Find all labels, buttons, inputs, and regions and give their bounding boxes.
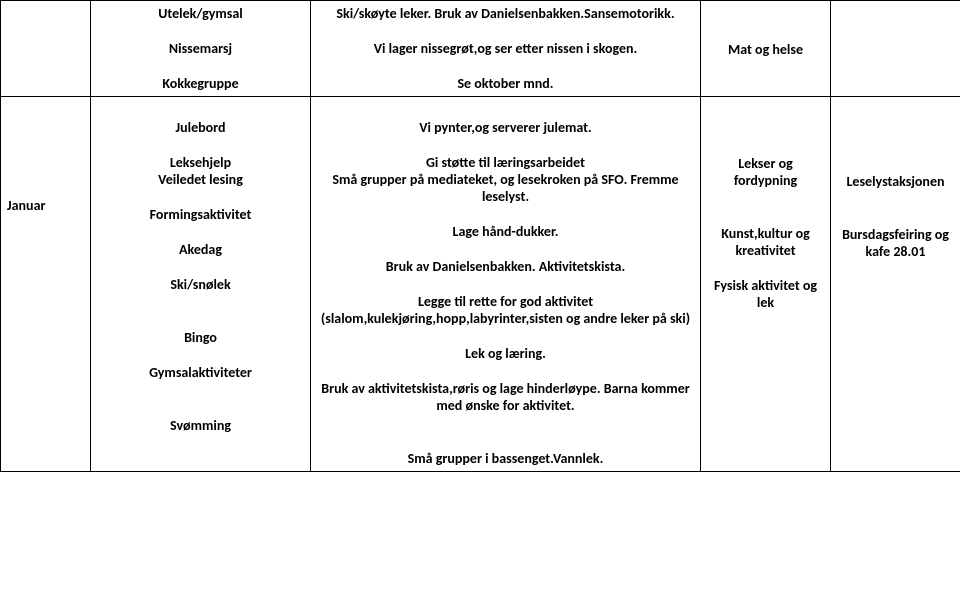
spacer bbox=[97, 346, 304, 364]
activity-text: Utelek/gymsal bbox=[97, 5, 304, 22]
spacer bbox=[707, 189, 824, 207]
cell-month bbox=[1, 1, 91, 97]
spacer bbox=[97, 223, 304, 241]
desc-text: Ski/skøyte leker. Bruk av Danielsenbakke… bbox=[317, 5, 694, 22]
spacer bbox=[97, 381, 304, 399]
cell-activity: Julebord Leksehjelp Veiledet lesing Form… bbox=[91, 97, 311, 472]
desc-text: Gi støtte til læringsarbeidet bbox=[317, 154, 694, 171]
desc-text: Bruk av aktivitetskista,røris og lage hi… bbox=[317, 380, 694, 414]
spacer bbox=[837, 208, 954, 226]
desc-text: Lage hånd-dukker. bbox=[317, 223, 694, 240]
spacer bbox=[317, 136, 694, 154]
cell-description: Ski/skøyte leker. Bruk av Danielsenbakke… bbox=[311, 1, 701, 97]
desc-text: Små grupper i bassenget.Vannlek. bbox=[317, 450, 694, 467]
note-text: Leselystaksjonen bbox=[837, 173, 954, 190]
cell-description: Vi pynter,og serverer julemat. Gi støtte… bbox=[311, 97, 701, 472]
spacer bbox=[97, 258, 304, 276]
spacer bbox=[707, 137, 824, 155]
activity-text: Gymsalaktiviteter bbox=[97, 364, 304, 381]
spacer bbox=[317, 101, 694, 119]
spacer bbox=[97, 311, 304, 329]
desc-text: Små grupper på mediateket, og lesekroken… bbox=[317, 171, 694, 205]
activity-text: Ski/snølek bbox=[97, 276, 304, 293]
table-row: Utelek/gymsal Nissemarsj Kokkegruppe Ski… bbox=[1, 1, 960, 97]
spacer bbox=[317, 432, 694, 450]
activity-text: Kokkegruppe bbox=[97, 75, 304, 92]
desc-text: Vi lager nissegrøt,og ser etter nissen i… bbox=[317, 40, 694, 57]
spacer bbox=[97, 188, 304, 206]
cell-activity: Utelek/gymsal Nissemarsj Kokkegruppe bbox=[91, 1, 311, 97]
category-text: Fysisk aktivitet og lek bbox=[707, 277, 824, 311]
spacer bbox=[317, 22, 694, 40]
spacer bbox=[317, 327, 694, 345]
spacer bbox=[97, 22, 304, 40]
cell-category: Mat og helse bbox=[701, 1, 831, 97]
desc-text: Vi pynter,og serverer julemat. bbox=[317, 119, 694, 136]
schedule-table: Utelek/gymsal Nissemarsj Kokkegruppe Ski… bbox=[0, 0, 960, 472]
activity-text: Akedag bbox=[97, 241, 304, 258]
spacer bbox=[837, 137, 954, 155]
table-row: Januar Julebord Leksehjelp Veiledet lesi… bbox=[1, 97, 960, 472]
activity-text: Svømming bbox=[97, 417, 304, 434]
category-text: Mat og helse bbox=[707, 41, 824, 58]
spacer bbox=[97, 136, 304, 154]
spacer bbox=[707, 23, 824, 41]
spacer bbox=[317, 275, 694, 293]
spacer bbox=[317, 240, 694, 258]
desc-text: Legge til rette for god aktivitet (slalo… bbox=[317, 293, 694, 327]
spacer bbox=[707, 207, 824, 225]
spacer bbox=[317, 57, 694, 75]
cell-note: Leselystaksjonen Bursdagsfeiring og kafe… bbox=[831, 97, 960, 472]
spacer bbox=[837, 190, 954, 208]
spacer bbox=[317, 414, 694, 432]
cell-note bbox=[831, 1, 960, 97]
spacer bbox=[837, 101, 954, 119]
desc-text: Bruk av Danielsenbakken. Aktivitetskista… bbox=[317, 258, 694, 275]
spacer bbox=[837, 155, 954, 173]
spacer bbox=[707, 259, 824, 277]
desc-text: Se oktober mnd. bbox=[317, 75, 694, 92]
cell-category: Lekser og fordypning Kunst,kultur og kre… bbox=[701, 97, 831, 472]
desc-text: Lek og læring. bbox=[317, 345, 694, 362]
spacer bbox=[707, 119, 824, 137]
spacer bbox=[317, 362, 694, 380]
spacer bbox=[707, 101, 824, 119]
spacer bbox=[837, 119, 954, 137]
activity-text: Nissemarsj bbox=[97, 40, 304, 57]
category-text: Kunst,kultur og kreativitet bbox=[707, 225, 824, 259]
spacer bbox=[97, 101, 304, 119]
activity-text: Leksehjelp bbox=[97, 154, 304, 171]
activity-text: Julebord bbox=[97, 119, 304, 136]
note-text: Bursdagsfeiring og kafe 28.01 bbox=[837, 226, 954, 260]
cell-month: Januar bbox=[1, 97, 91, 472]
spacer bbox=[97, 57, 304, 75]
activity-text: Formingsaktivitet bbox=[97, 206, 304, 223]
activity-text: Veiledet lesing bbox=[97, 171, 304, 188]
category-text: Lekser og fordypning bbox=[707, 155, 824, 189]
spacer bbox=[317, 205, 694, 223]
page: Utelek/gymsal Nissemarsj Kokkegruppe Ski… bbox=[0, 0, 960, 601]
activity-text: Bingo bbox=[97, 329, 304, 346]
month-label: Januar bbox=[7, 197, 45, 214]
spacer bbox=[97, 293, 304, 311]
spacer bbox=[707, 5, 824, 23]
spacer bbox=[97, 399, 304, 417]
